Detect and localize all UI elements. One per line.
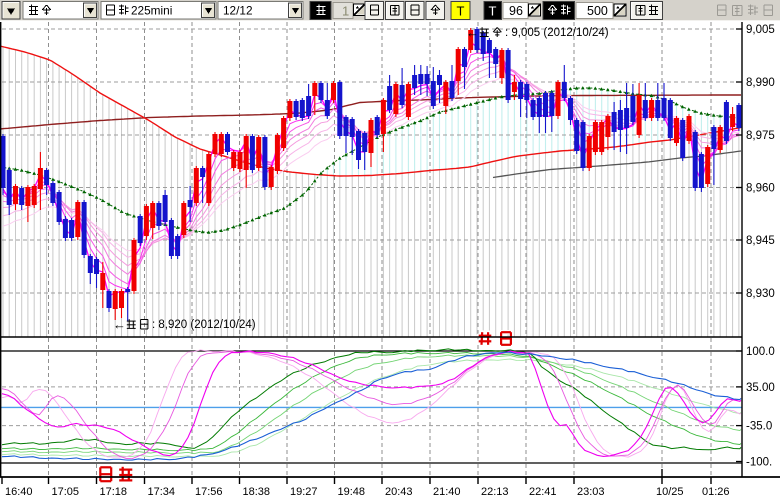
svg-text:500: 500 xyxy=(587,4,608,18)
svg-text:8,975: 8,975 xyxy=(746,130,775,142)
svg-text:16:40: 16:40 xyxy=(5,486,33,498)
svg-text:22:41: 22:41 xyxy=(529,486,557,498)
svg-text:1: 1 xyxy=(342,4,349,19)
svg-text:17:56: 17:56 xyxy=(195,486,223,498)
svg-text:8,930: 8,930 xyxy=(746,288,775,300)
svg-text:8,945: 8,945 xyxy=(746,235,775,247)
svg-text:8,990: 8,990 xyxy=(746,77,775,89)
svg-text:T: T xyxy=(457,4,465,19)
svg-text:01:26: 01:26 xyxy=(702,486,730,498)
svg-text:19:27: 19:27 xyxy=(290,486,318,498)
svg-text:20:43: 20:43 xyxy=(385,486,413,498)
svg-text:: 8,920 (2012/10/24): : 8,920 (2012/10/24) xyxy=(152,319,256,331)
svg-text:-100.: -100. xyxy=(746,457,772,469)
svg-text:23:03: 23:03 xyxy=(577,486,605,498)
svg-text:17:18: 17:18 xyxy=(100,486,128,498)
svg-text:17:34: 17:34 xyxy=(148,486,176,498)
svg-text:10/25: 10/25 xyxy=(656,486,684,498)
svg-text:←: ← xyxy=(466,25,479,40)
svg-text:225mini: 225mini xyxy=(131,4,172,18)
svg-text:22:13: 22:13 xyxy=(481,486,509,498)
svg-text:19:48: 19:48 xyxy=(338,486,366,498)
svg-text:T: T xyxy=(489,4,497,19)
svg-text:8,960: 8,960 xyxy=(746,183,775,195)
svg-text:-35.0: -35.0 xyxy=(746,421,772,433)
svg-text:12/12: 12/12 xyxy=(223,4,253,18)
svg-text:9,005: 9,005 xyxy=(746,24,775,36)
svg-text:96: 96 xyxy=(509,4,523,18)
svg-text:: 9,005 (2012/10/24): : 9,005 (2012/10/24) xyxy=(505,27,609,39)
svg-text:18:38: 18:38 xyxy=(243,486,271,498)
svg-text:21:40: 21:40 xyxy=(433,486,461,498)
svg-text:35.00: 35.00 xyxy=(746,382,775,394)
svg-text:17:05: 17:05 xyxy=(52,486,80,498)
svg-text:←: ← xyxy=(113,317,126,332)
svg-text:100.0: 100.0 xyxy=(746,346,775,358)
